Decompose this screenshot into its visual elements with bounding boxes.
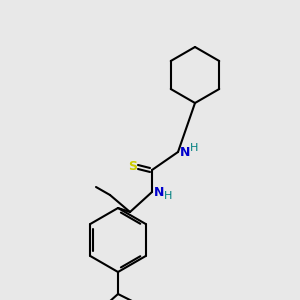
Text: H: H	[190, 143, 198, 153]
Text: H: H	[164, 191, 172, 201]
Text: S: S	[128, 160, 137, 173]
Text: N: N	[180, 146, 190, 158]
Text: N: N	[154, 185, 164, 199]
